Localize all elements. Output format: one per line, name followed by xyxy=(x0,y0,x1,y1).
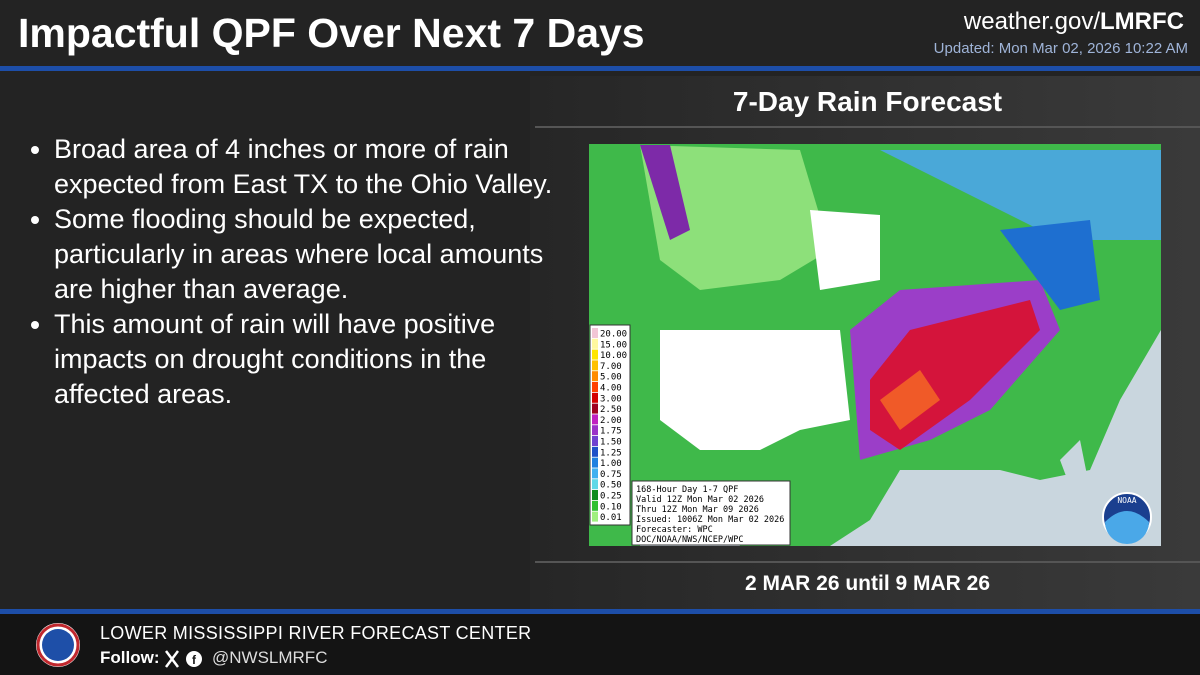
legend-swatch xyxy=(592,468,598,479)
map-legend: 20.0015.0010.007.005.004.003.002.502.001… xyxy=(589,324,631,526)
noaa-logo-text: NOAA xyxy=(1117,496,1136,505)
legend-label: 0.50 xyxy=(600,481,622,491)
legend-label: 0.10 xyxy=(600,502,622,512)
legend-label: 1.50 xyxy=(600,438,622,448)
date-range: 2 MAR 26 until 9 MAR 26 xyxy=(744,572,991,595)
follow-label: Follow: xyxy=(100,648,160,667)
legend-label: 2.50 xyxy=(600,405,622,415)
legend-swatch xyxy=(592,457,598,468)
legend-swatch xyxy=(592,500,598,511)
legend-label: 0.25 xyxy=(600,492,622,502)
legend-label: 0.75 xyxy=(600,470,622,480)
title: Impactful QPF Over Next 7 Days xyxy=(18,10,645,56)
legend-swatch xyxy=(592,382,598,392)
legend-label: 10.00 xyxy=(600,351,627,361)
legend-swatch xyxy=(592,446,598,457)
legend-label: 1.00 xyxy=(600,459,622,469)
info-line: DOC/NOAA/NWS/NCEP/WPC xyxy=(636,535,743,545)
bullet-list: Broad area of 4 inches or more of rain e… xyxy=(18,132,554,412)
social-icons[interactable]: f xyxy=(165,650,202,668)
info-line: Forecaster: WPC xyxy=(636,525,713,535)
legend-label: 20.00 xyxy=(600,330,627,340)
site-link[interactable]: weather.gov/LMRFC xyxy=(964,8,1184,36)
legend-label: 4.00 xyxy=(600,384,622,394)
legend-label: 5.00 xyxy=(600,373,622,383)
bullet: Broad area of 4 inches or more of rain e… xyxy=(54,132,554,202)
updated-time: Updated: Mon Mar 02, 2026 10:22 AM xyxy=(933,40,1188,57)
social-handle[interactable]: @NWSLMRFC xyxy=(212,648,328,667)
legend-label: 2.00 xyxy=(600,416,622,426)
legend-swatch xyxy=(592,349,598,360)
svg-text:f: f xyxy=(192,653,197,667)
org-name: LOWER MISSISSIPPI RIVER FORECAST CENTER xyxy=(100,623,532,643)
info-line: Issued: 1006Z Mon Mar 02 2026 xyxy=(636,515,784,525)
legend-label: 1.75 xyxy=(600,427,622,437)
info-line: Thru 12Z Mon Mar 09 2026 xyxy=(636,505,759,515)
legend-label: 1.25 xyxy=(600,448,622,458)
legend-label: 7.00 xyxy=(600,362,622,372)
legend-swatch xyxy=(592,511,598,522)
legend-swatch xyxy=(592,414,598,425)
info-line: Valid 12Z Mon Mar 02 2026 xyxy=(636,495,764,505)
legend-swatch xyxy=(592,436,598,446)
panel-title: 7-Day Rain Forecast xyxy=(732,86,1003,117)
legend-label: 3.00 xyxy=(600,394,622,404)
legend-swatch xyxy=(592,479,598,490)
info-line: 168-Hour Day 1-7 QPF xyxy=(636,485,738,495)
legend-swatch xyxy=(592,371,598,382)
bullet: This amount of rain will have positive i… xyxy=(54,307,554,412)
legend-label: 0.01 xyxy=(600,513,622,523)
rain-map xyxy=(589,144,1161,546)
legend-swatch xyxy=(592,338,598,349)
legend-swatch xyxy=(592,490,598,500)
legend-swatch xyxy=(592,392,598,403)
legend-swatch xyxy=(592,403,598,414)
legend-label: 15.00 xyxy=(600,340,627,350)
legend-swatch xyxy=(592,425,598,436)
site-prefix[interactable]: weather.gov/ xyxy=(963,8,1101,35)
legend-swatch xyxy=(592,360,598,371)
noaa-logo: NOAA xyxy=(1102,492,1152,544)
nws-logo xyxy=(36,623,80,667)
legend-swatch xyxy=(592,328,598,338)
bullet: Some flooding should be expected, partic… xyxy=(54,202,554,307)
site-suffix[interactable]: LMRFC xyxy=(1100,8,1184,35)
